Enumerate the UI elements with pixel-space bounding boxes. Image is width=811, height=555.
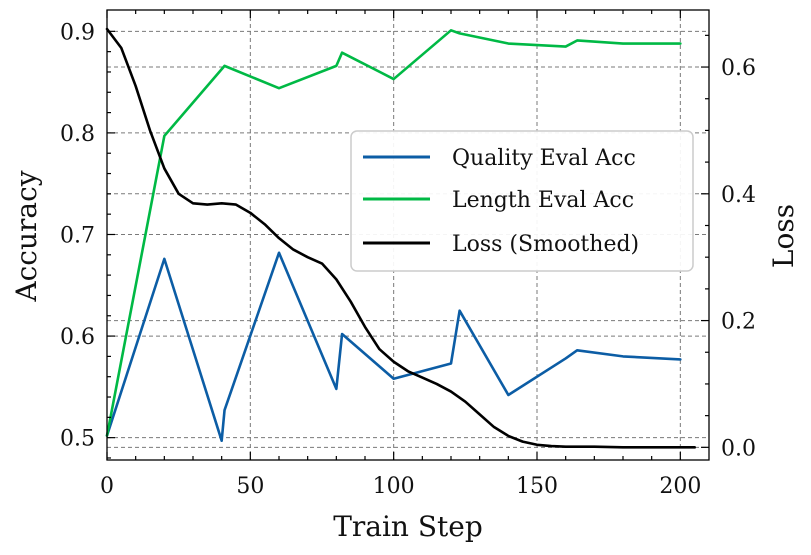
- legend-label-length: Length Eval Acc: [452, 188, 634, 213]
- x-tick-label: 0: [100, 474, 114, 499]
- series-line-length-eval-acc: [105, 29, 682, 437]
- legend-box: [350, 130, 694, 272]
- x-tick-label: 100: [373, 474, 415, 499]
- y2-tick-label: 0.2: [721, 310, 756, 335]
- y-tick-label: 0.6: [60, 325, 95, 350]
- x-axis-title: Train Step: [333, 510, 483, 543]
- y2-tick-label: 0.4: [721, 183, 756, 208]
- tick-labels: 0 50 100 150 200 0.5 0.6 0.7 0.8 0.9 0.0 0.2 0.4 0.6: [60, 20, 756, 499]
- y-tick-label: 0.8: [60, 122, 95, 147]
- ticks: [106, 10, 709, 460]
- y-tick-label: 0.9: [60, 20, 95, 45]
- legend-label-quality: Quality Eval Acc: [452, 146, 636, 171]
- x-tick-label: 50: [236, 474, 264, 499]
- legend-label-loss: Loss (Smoothed): [452, 232, 639, 257]
- legend: Quality Eval Acc Length Eval Acc Loss (S…: [350, 130, 694, 272]
- y2-tick-label: 0.0: [721, 436, 756, 461]
- y2-tick-label: 0.6: [721, 56, 756, 81]
- x-tick-label: 150: [516, 474, 558, 499]
- y-tick-label: 0.5: [60, 427, 95, 452]
- series-layer: [105, 27, 696, 449]
- series-line-loss-smoothed: [105, 27, 696, 449]
- y-axis-title: Accuracy: [10, 170, 43, 302]
- series-line-quality-eval-acc: [105, 251, 682, 443]
- y-tick-label: 0.7: [60, 223, 95, 248]
- x-tick-label: 200: [659, 474, 701, 499]
- y2-axis-title: Loss: [767, 204, 800, 268]
